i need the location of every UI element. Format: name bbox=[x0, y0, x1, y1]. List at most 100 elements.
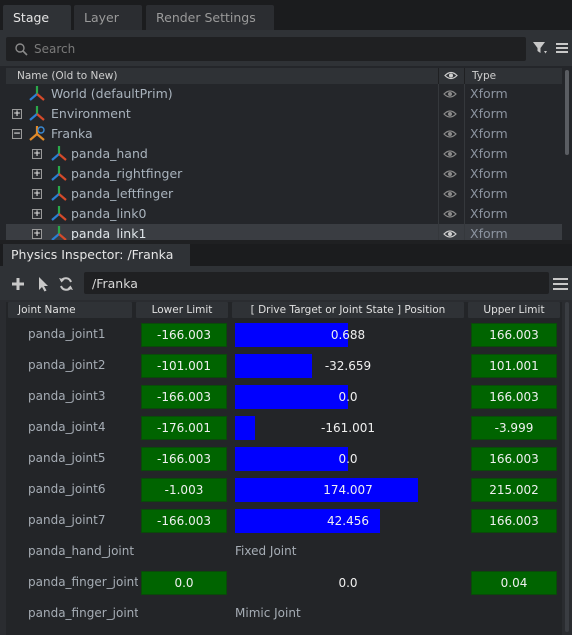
joint-row-fixed: panda_hand_joint Fixed Joint bbox=[6, 537, 562, 568]
upper-limit-field[interactable]: 0.04 bbox=[471, 571, 557, 595]
lower-limit-field[interactable]: 0.0 bbox=[141, 571, 227, 595]
joint-name: panda_joint3 bbox=[28, 389, 106, 403]
visibility-icon[interactable] bbox=[443, 208, 457, 220]
position-slider[interactable]: 0.688 bbox=[235, 323, 461, 347]
expand-icon[interactable]: + bbox=[32, 149, 42, 159]
tree-row-panda-link1[interactable]: + panda_link1 Xform bbox=[6, 224, 562, 240]
tree-type: Xform bbox=[470, 226, 508, 240]
add-icon[interactable] bbox=[10, 276, 26, 292]
upper-limit-field[interactable]: 101.001 bbox=[471, 354, 557, 378]
lower-limit-field[interactable]: -166.003 bbox=[141, 385, 227, 409]
tree-label: panda_link0 bbox=[71, 206, 147, 221]
tree-type: Xform bbox=[470, 146, 508, 161]
position-slider[interactable]: 174.007 bbox=[235, 478, 461, 502]
lower-limit-field[interactable]: -166.003 bbox=[141, 447, 227, 471]
upper-limit-field[interactable]: 166.003 bbox=[471, 509, 557, 533]
tree-label: panda_link1 bbox=[71, 226, 147, 240]
expand-icon[interactable]: + bbox=[32, 189, 42, 199]
tree-type: Xform bbox=[470, 166, 508, 181]
visibility-icon[interactable] bbox=[443, 168, 457, 180]
stage-tabbar: Stage Layer Render Settings bbox=[0, 0, 572, 30]
tree-row-panda-hand[interactable]: + panda_hand Xform bbox=[6, 144, 562, 164]
joint-row: panda_joint5 -166.003 0.0 166.003 bbox=[6, 444, 562, 475]
visibility-icon[interactable] bbox=[443, 228, 457, 240]
upper-limit-field[interactable]: 166.003 bbox=[471, 323, 557, 347]
collapse-icon[interactable]: − bbox=[12, 129, 22, 139]
joint-name: panda_joint5 bbox=[28, 451, 106, 465]
column-divider bbox=[464, 68, 465, 84]
joint-name: panda_joint1 bbox=[28, 327, 106, 341]
expand-icon[interactable]: + bbox=[32, 209, 42, 219]
physics-scrollbar[interactable] bbox=[565, 302, 569, 632]
position-slider[interactable]: 0.0 bbox=[235, 571, 461, 595]
tab-layer[interactable]: Layer bbox=[74, 5, 142, 30]
tree-label: Franka bbox=[51, 126, 93, 141]
lower-limit-field[interactable]: -101.001 bbox=[141, 354, 227, 378]
joint-name: panda_joint6 bbox=[28, 482, 106, 496]
tree-row-panda-leftfinger[interactable]: + panda_leftfinger Xform bbox=[6, 184, 562, 204]
position-value: 0.688 bbox=[330, 328, 366, 342]
select-cursor-icon[interactable] bbox=[35, 276, 51, 292]
tree-type: Xform bbox=[470, 86, 508, 101]
joint-row: panda_joint1 -166.003 0.688 166.003 bbox=[6, 320, 562, 351]
upper-limit-field[interactable]: -3.999 bbox=[471, 416, 557, 440]
xform-icon bbox=[29, 86, 45, 101]
tree-row-franka[interactable]: − Franka Xform bbox=[6, 124, 562, 144]
expand-icon[interactable]: + bbox=[32, 169, 42, 179]
tree-row-panda-link0[interactable]: + panda_link0 Xform bbox=[6, 204, 562, 224]
search-input[interactable] bbox=[34, 39, 514, 59]
prim-path-field bbox=[84, 272, 549, 294]
filter-icon[interactable] bbox=[532, 40, 548, 56]
position-value: 0.0 bbox=[338, 576, 358, 590]
stage-scrollbar[interactable] bbox=[565, 70, 569, 155]
joint-name: panda_joint2 bbox=[28, 358, 106, 372]
physics-menu-icon[interactable] bbox=[553, 276, 568, 292]
visibility-icon[interactable] bbox=[443, 188, 457, 200]
visibility-icon[interactable] bbox=[443, 148, 457, 160]
position-slider[interactable]: 0.0 bbox=[235, 385, 461, 409]
expand-icon[interactable]: + bbox=[32, 229, 42, 239]
position-slider[interactable]: 0.0 bbox=[235, 447, 461, 471]
lower-limit-field[interactable]: -1.003 bbox=[141, 478, 227, 502]
position-slider[interactable]: -161.001 bbox=[235, 416, 461, 440]
prim-path-input[interactable] bbox=[84, 272, 549, 294]
stage-menu-icon[interactable] bbox=[555, 40, 569, 56]
tab-render-settings[interactable]: Render Settings bbox=[146, 5, 274, 30]
joint-name: panda_finger_joint1 bbox=[28, 575, 138, 589]
search-icon bbox=[15, 43, 28, 56]
lower-limit-field[interactable]: -176.001 bbox=[141, 416, 227, 440]
visibility-icon[interactable] bbox=[443, 88, 457, 100]
stage-tree-header: Name (Old to New) Type bbox=[6, 68, 562, 84]
visibility-icon[interactable] bbox=[443, 128, 457, 140]
joint-row: panda_joint7 -166.003 42.456 166.003 bbox=[6, 506, 562, 537]
upper-limit-field[interactable]: 166.003 bbox=[471, 447, 557, 471]
visibility-icon[interactable] bbox=[443, 108, 457, 120]
upper-limit-field[interactable]: 215.002 bbox=[471, 478, 557, 502]
physics-tabbar: Physics Inspector: /Franka bbox=[0, 244, 572, 266]
position-value: -161.001 bbox=[321, 421, 375, 435]
tree-row-world[interactable]: World (defaultPrim) Xform bbox=[6, 84, 562, 104]
refresh-icon[interactable] bbox=[58, 276, 74, 292]
search-box bbox=[6, 37, 526, 61]
tab-physics-inspector[interactable]: Physics Inspector: /Franka bbox=[3, 244, 190, 266]
joint-table: Joint Name Lower Limit [ Drive Target or… bbox=[6, 302, 562, 635]
xform-icon bbox=[51, 186, 67, 201]
lower-limit-field[interactable]: -166.003 bbox=[141, 509, 227, 533]
tree-label: panda_rightfinger bbox=[71, 166, 183, 181]
tab-stage[interactable]: Stage bbox=[3, 5, 71, 30]
joint-row: panda_finger_joint1 0.0 0.0 0.04 bbox=[6, 568, 562, 599]
position-slider[interactable]: 42.456 bbox=[235, 509, 461, 533]
position-slider[interactable]: -32.659 bbox=[235, 354, 461, 378]
expand-icon[interactable]: + bbox=[12, 109, 22, 119]
tree-row-panda-rightfinger[interactable]: + panda_rightfinger Xform bbox=[6, 164, 562, 184]
lower-limit-field[interactable]: -166.003 bbox=[141, 323, 227, 347]
upper-limit-field[interactable]: 166.003 bbox=[471, 385, 557, 409]
visibility-column-icon[interactable] bbox=[444, 69, 458, 82]
tree-row-environment[interactable]: + Environment Xform bbox=[6, 104, 562, 124]
column-header-type[interactable]: Type bbox=[472, 70, 497, 82]
tree-type: Xform bbox=[470, 206, 508, 221]
column-header-name[interactable]: Name (Old to New) bbox=[17, 70, 118, 82]
xform-icon bbox=[51, 166, 67, 181]
articulation-xform-icon bbox=[29, 126, 45, 141]
header-lower-limit: Lower Limit bbox=[136, 302, 228, 318]
